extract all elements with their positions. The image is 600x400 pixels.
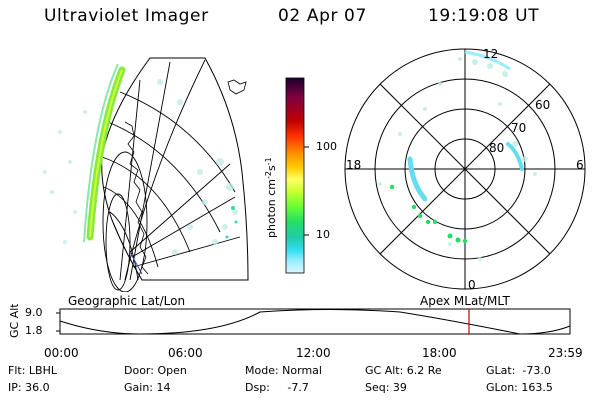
colorbar-label: photon cm-2s-1 [264,157,278,238]
mlt-label-0: 0 [468,278,476,292]
door-info: Door: Open [124,364,187,377]
geographic-map [43,57,249,292]
observation-date: 02 Apr 07 [278,6,367,26]
bright-spots [225,206,238,239]
seq-info: Seq: 39 [365,381,407,394]
time-tick-0600: 06:00 [168,346,203,360]
mode-info: Mode: Normal [245,364,322,377]
time-tick-2359: 23:59 [548,346,583,360]
observation-time: 19:19:08 UT [428,6,540,26]
colorbar-tick-label-10: 10 [316,228,330,241]
mlt-label-18: 18 [346,158,362,172]
glon-info: GLon: 163.5 [486,381,553,394]
filter-info: Flt: LBHL [8,364,57,377]
mlt-label-12: 12 [483,47,499,61]
time-tick-1200: 12:00 [296,346,331,360]
altitude-ytick-top: 9.0 [25,306,43,319]
grid-lines [101,59,241,292]
left-panel-caption: Geographic Lat/Lon [68,294,186,308]
colorbar-tick-label-100: 100 [316,140,337,153]
dsp-info: Dsp: -7.7 [245,381,309,394]
orbit-track [129,251,143,275]
gc-alt-info: GC Alt: 6.2 Re [365,364,442,377]
glat-info: GLat: -73.0 [486,364,551,377]
instrument-title: Ultraviolet Imager [44,6,209,26]
ip-info: IP: 36.0 [8,381,50,394]
altitude-ylabel: GC Alt [8,304,21,338]
lat-label-70: 70 [511,121,527,135]
lat-label-80: 80 [489,141,505,155]
diffuse-emission [43,79,238,255]
aurora-oval-emission [83,63,126,243]
intensity-colorbar: photon cm-2s-1 [264,77,309,274]
polar-diffuse-emission [378,57,537,261]
altitude-ytick-bottom: 1.8 [25,324,43,337]
mlt-label-6: 6 [576,158,584,172]
polar-plot [344,48,586,290]
polar-aurora [407,50,524,202]
polar-grid [344,48,586,290]
lat-label-60: 60 [535,98,551,112]
altitude-plot-frame [59,308,571,335]
colorbar-scale [285,77,305,274]
polar-bright-spots [389,184,468,244]
right-panel-caption: Apex MLat/MLT [420,294,510,308]
coastline [124,79,247,275]
altitude-plot: GC Alt [8,304,571,338]
time-tick-0000: 00:00 [44,346,79,360]
time-tick-1800: 18:00 [422,346,457,360]
gain-info: Gain: 14 [124,381,171,394]
altitude-curve [59,309,571,335]
